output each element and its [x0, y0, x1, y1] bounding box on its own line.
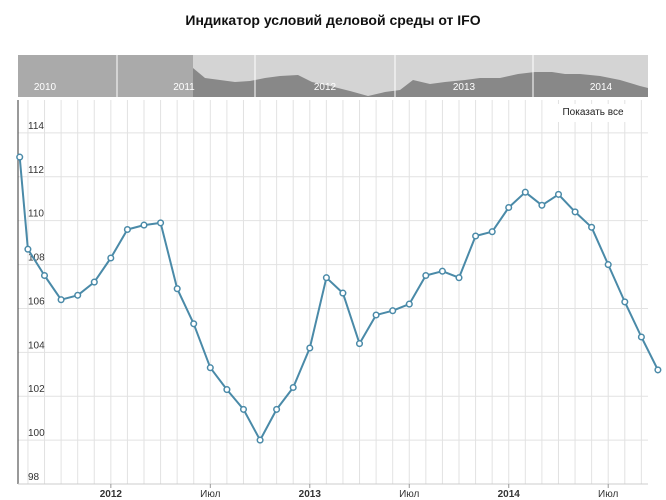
data-point[interactable]: [239, 405, 248, 413]
data-point[interactable]: [472, 232, 480, 240]
y-tick-label: 114: [28, 121, 44, 132]
data-point[interactable]: [571, 208, 579, 216]
axes: 98 100 102 104 106 108 110 112 114 2012 Июл 2013 Июл…: [17, 100, 648, 500]
navigator-series-area: [193, 68, 648, 97]
y-tick-label: 110: [28, 209, 44, 220]
range-navigator[interactable]: 2010 2011 2012 2013 2014: [18, 55, 648, 97]
data-point[interactable]: [273, 405, 281, 413]
data-point[interactable]: [505, 203, 513, 212]
data-point[interactable]: [223, 386, 231, 394]
data-point[interactable]: [206, 364, 214, 372]
y-tick-label: 100: [28, 428, 45, 439]
data-point[interactable]: [90, 278, 98, 286]
data-point[interactable]: [306, 344, 314, 352]
data-point[interactable]: [554, 190, 563, 198]
data-point[interactable]: [256, 436, 264, 444]
navigator-year-label: 2011: [173, 82, 195, 93]
data-point[interactable]: [621, 298, 629, 306]
x-tick-label: Июл: [200, 489, 220, 500]
data-point[interactable]: [339, 289, 347, 297]
data-point[interactable]: [24, 245, 32, 253]
data-point[interactable]: [389, 307, 397, 315]
x-tick-label: 2013: [299, 489, 322, 500]
data-point[interactable]: [40, 271, 49, 280]
data-point[interactable]: [123, 225, 131, 234]
navigator-unselected-range[interactable]: [18, 55, 193, 97]
data-point[interactable]: [455, 274, 463, 282]
data-point[interactable]: [157, 219, 165, 227]
y-tick-label: 98: [28, 472, 40, 483]
data-point[interactable]: [16, 153, 24, 161]
y-tick-label: 102: [28, 384, 45, 395]
y-tick-label: 104: [28, 340, 45, 351]
data-point[interactable]: [654, 366, 662, 374]
data-point[interactable]: [355, 340, 364, 348]
data-point[interactable]: [488, 228, 496, 236]
x-tick-label: 2014: [498, 489, 521, 500]
y-tick-label: 106: [28, 296, 45, 307]
data-point[interactable]: [521, 188, 529, 196]
navigator-year-label: 2014: [590, 82, 613, 93]
data-point[interactable]: [190, 320, 198, 328]
data-point[interactable]: [588, 223, 596, 231]
data-point[interactable]: [637, 333, 645, 341]
data-point[interactable]: [322, 274, 330, 282]
navigator-year-label: 2012: [314, 82, 337, 93]
data-point[interactable]: [74, 291, 82, 299]
y-tick-label: 108: [28, 253, 45, 264]
x-tick-label: 2012: [100, 489, 123, 500]
show-all-button[interactable]: Показать все: [552, 104, 634, 122]
series-layer: [16, 153, 662, 444]
grid: [18, 100, 648, 485]
data-point[interactable]: [107, 254, 115, 262]
data-point[interactable]: [422, 271, 430, 280]
data-point[interactable]: [405, 300, 413, 308]
data-point[interactable]: [57, 296, 65, 304]
chart-title: Индикатор условий деловой среды от IFO: [185, 12, 481, 28]
data-point[interactable]: [438, 267, 446, 275]
data-point[interactable]: [289, 383, 297, 392]
x-tick-label: Июл: [399, 489, 419, 500]
y-tick-label: 112: [28, 165, 44, 176]
data-point[interactable]: [140, 221, 148, 229]
data-point[interactable]: [604, 261, 612, 269]
x-tick-label: Июл: [598, 489, 618, 500]
navigator-year-label: 2013: [453, 82, 476, 93]
data-point[interactable]: [173, 285, 181, 293]
navigator-year-label: 2010: [34, 82, 57, 93]
series-line: [18, 157, 659, 442]
data-point[interactable]: [372, 311, 380, 319]
data-point[interactable]: [538, 201, 546, 209]
